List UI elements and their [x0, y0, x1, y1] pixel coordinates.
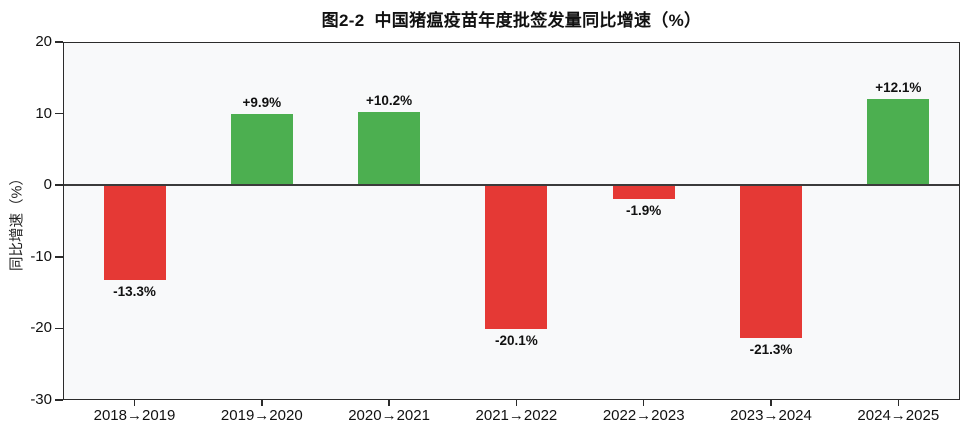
- x-tick-mark: [261, 400, 263, 406]
- y-tick-mark: [55, 184, 63, 186]
- x-tick-label: 2024→2025: [857, 407, 940, 424]
- y-tick-label: -30: [30, 391, 52, 408]
- bar-value-label: +10.2%: [366, 93, 413, 109]
- plot-area: -13.3% +9.9% +10.2% -20.1% -1.9% -21.3% +12.1%: [63, 42, 960, 400]
- x-tick-mark: [133, 400, 136, 406]
- bar: [867, 98, 930, 185]
- bar: [358, 112, 421, 185]
- y-tick-label: -20: [30, 319, 52, 337]
- y-tick-label: 20: [35, 33, 52, 50]
- x-tick-label: 2020→2021: [348, 407, 430, 424]
- y-tick-mark: [55, 327, 63, 330]
- x-tick-label: 2023→2024: [730, 407, 812, 424]
- bar-value-label: -21.3%: [749, 341, 793, 357]
- x-tick-label: 2021→2022: [475, 407, 558, 424]
- x-tick-label: 2019→2020: [220, 407, 303, 424]
- x-tick-label: 2018→2019: [93, 407, 176, 424]
- bar: [230, 114, 293, 185]
- bar-value-label: -20.1%: [495, 333, 538, 349]
- y-tick-mark: [55, 399, 63, 401]
- y-tick-label: 0: [43, 176, 52, 194]
- x-tick-mark: [642, 400, 645, 406]
- x-tick-mark: [897, 400, 900, 406]
- bar-value-label: +9.9%: [242, 95, 282, 111]
- bar-value-label: -13.3%: [113, 284, 156, 300]
- bar: [612, 186, 675, 199]
- bar-value-label: -1.9%: [626, 202, 662, 218]
- y-tick-mark: [55, 41, 63, 43]
- chart-title: 图2-2 中国猪瘟疫苗年度批签发量同比增速（%）: [321, 11, 702, 30]
- x-tick-mark: [388, 400, 390, 406]
- x-tick-label: 2022→2023: [602, 407, 685, 424]
- y-tick-mark: [55, 112, 63, 115]
- bar: [485, 186, 548, 330]
- bar: [103, 186, 166, 281]
- y-tick-mark: [55, 256, 63, 258]
- zero-line: [63, 184, 960, 187]
- bar: [740, 186, 802, 338]
- y-tick-label: 10: [35, 104, 52, 122]
- y-tick-label: -10: [30, 247, 52, 265]
- x-tick-mark: [770, 400, 772, 406]
- bar-value-label: +12.1%: [875, 79, 922, 95]
- x-tick-mark: [515, 400, 518, 406]
